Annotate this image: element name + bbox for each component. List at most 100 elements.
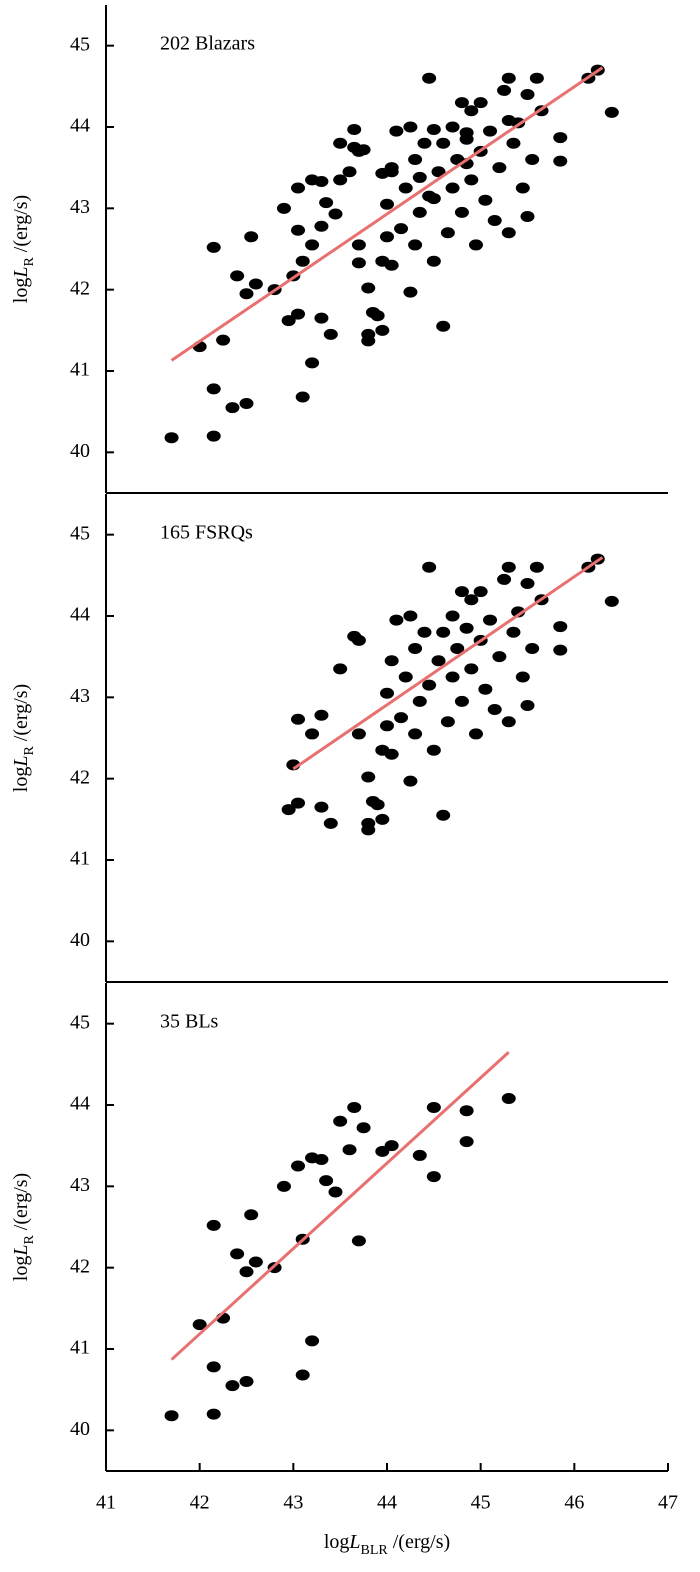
point	[553, 132, 568, 144]
point	[281, 315, 296, 327]
annotation: 202 Blazars	[160, 33, 255, 55]
point	[501, 1092, 516, 1104]
y-tick-label: 43	[70, 196, 90, 218]
point	[276, 202, 291, 214]
point	[431, 655, 446, 667]
point	[389, 125, 404, 137]
point	[492, 651, 507, 663]
point	[356, 144, 371, 156]
point	[370, 310, 385, 322]
point	[328, 1186, 343, 1198]
point	[230, 1248, 245, 1260]
point	[417, 137, 432, 149]
point	[403, 610, 418, 622]
point	[520, 210, 535, 222]
x-tick-label: 41	[96, 1492, 116, 1514]
point	[436, 809, 451, 821]
point	[445, 121, 460, 133]
point	[225, 402, 240, 414]
point	[351, 634, 366, 646]
point	[314, 220, 329, 232]
point	[347, 1101, 362, 1113]
point	[291, 308, 306, 320]
point	[314, 1153, 329, 1165]
point	[239, 1376, 254, 1388]
point	[529, 72, 544, 84]
point	[276, 1180, 291, 1192]
y-axis-label-part: log	[10, 278, 32, 304]
point	[398, 671, 413, 683]
point	[291, 797, 306, 809]
annotation: 165 FSRQs	[160, 522, 253, 544]
point	[244, 231, 259, 243]
point	[445, 182, 460, 194]
x-axis-label-part: BLR	[361, 1543, 389, 1558]
point	[281, 804, 296, 816]
point	[351, 728, 366, 740]
point	[487, 704, 502, 716]
point	[291, 713, 306, 725]
point	[431, 166, 446, 178]
y-tick-label: 40	[70, 1418, 90, 1440]
y-tick-label: 44	[70, 604, 90, 626]
point	[506, 626, 521, 638]
point	[314, 175, 329, 187]
annotation: 35 BLs	[160, 1011, 219, 1033]
x-tick-label: 45	[471, 1492, 491, 1514]
point	[468, 239, 483, 251]
x-axis-label: logLBLR /(erg/s)	[324, 1531, 450, 1558]
point	[529, 561, 544, 573]
point	[454, 97, 469, 109]
point	[291, 182, 306, 194]
x-axis-label-part: /(erg/s)	[388, 1531, 450, 1553]
point	[412, 1149, 427, 1161]
point	[464, 105, 479, 117]
point	[305, 239, 320, 251]
point	[291, 1160, 306, 1172]
point	[426, 255, 441, 267]
point	[426, 193, 441, 205]
point	[408, 239, 423, 251]
point	[351, 239, 366, 251]
point	[459, 622, 474, 634]
point	[525, 643, 540, 655]
point	[501, 227, 516, 239]
point	[464, 663, 479, 675]
point	[454, 206, 469, 218]
point	[506, 137, 521, 149]
point	[333, 174, 348, 186]
y-tick-label: 42	[70, 766, 90, 788]
y-tick-label: 41	[70, 848, 90, 870]
y-axis-label-part: /(erg/s)	[10, 684, 32, 746]
point	[417, 626, 432, 638]
fit-line	[292, 556, 604, 771]
point	[464, 594, 479, 606]
point	[515, 671, 530, 683]
point	[239, 1266, 254, 1278]
point	[403, 286, 418, 298]
point	[206, 1219, 221, 1231]
x-tick-label: 44	[377, 1492, 397, 1514]
point	[497, 573, 512, 585]
point	[305, 1335, 320, 1347]
point	[380, 687, 394, 699]
point	[225, 1380, 240, 1392]
point	[436, 320, 451, 332]
point	[553, 621, 568, 633]
y-axis-label-part: L	[10, 1245, 32, 1257]
point	[164, 1410, 179, 1422]
y-tick-label: 41	[70, 1337, 90, 1359]
point	[525, 154, 540, 166]
y-tick-label: 42	[70, 277, 90, 299]
point	[239, 398, 254, 410]
point	[351, 1235, 366, 1247]
y-axis-label-part: L	[10, 756, 32, 768]
y-tick-label: 44	[70, 115, 90, 137]
point	[342, 1144, 357, 1156]
point	[164, 432, 179, 444]
point	[459, 1105, 474, 1117]
point	[412, 206, 427, 218]
y-tick-label: 40	[70, 440, 90, 462]
y-axis-label-part: R	[22, 257, 37, 267]
